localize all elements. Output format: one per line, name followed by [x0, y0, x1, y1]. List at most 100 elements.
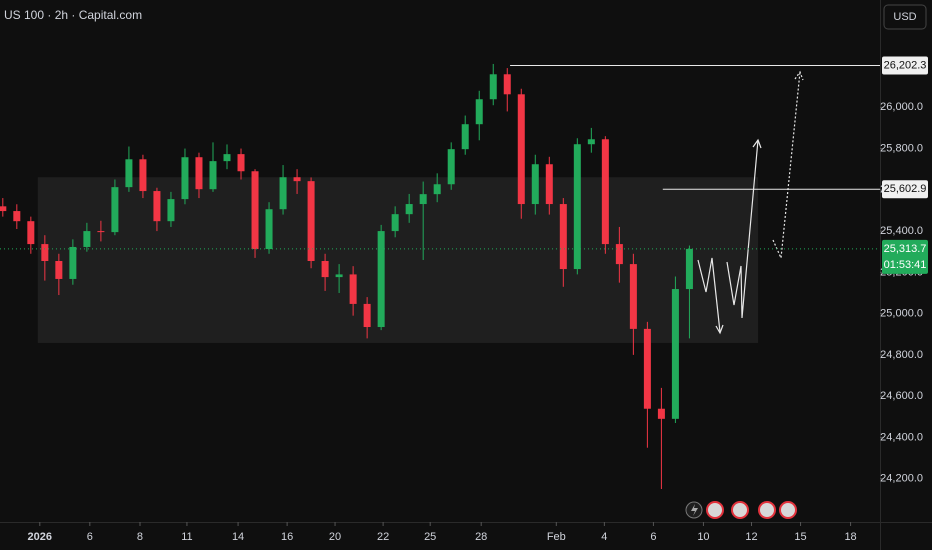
y-tick-label: 24,800.0 [880, 349, 923, 361]
candle-body [181, 157, 189, 200]
x-tick-label: 14 [232, 531, 244, 543]
event-icon[interactable] [758, 501, 776, 519]
x-tick-label: 6 [650, 531, 656, 543]
candle-body [335, 274, 343, 278]
arrow-head [715, 324, 724, 335]
candle-body [209, 161, 217, 190]
candle-body [629, 264, 637, 329]
candle-body [41, 244, 49, 261]
candle-body [391, 214, 399, 232]
candle-body [139, 159, 147, 192]
lightning-icon [691, 504, 698, 516]
candle-body [55, 261, 63, 279]
candle-body [0, 206, 7, 212]
candle-body [545, 164, 553, 205]
candle-body [489, 74, 497, 100]
candle-body [475, 99, 483, 125]
candle-body [167, 199, 175, 222]
candle-body [587, 139, 595, 145]
candle-body [307, 181, 315, 261]
last-price-label: 25,313.7 [884, 243, 927, 255]
x-tick-label: 28 [475, 531, 487, 543]
x-tick-label: 6 [87, 531, 93, 543]
candle-body [293, 177, 301, 182]
candle-body [601, 139, 609, 245]
candle-body [349, 274, 357, 304]
candle-body [517, 94, 525, 205]
projection-path [772, 71, 801, 261]
price-line-label: 25,602.9 [884, 183, 927, 195]
candle-layer [0, 63, 693, 489]
y-tick-label: 26,000.0 [880, 101, 923, 113]
candle-body [671, 289, 679, 419]
last-price-tag [882, 239, 928, 274]
y-tick-label: 25,400.0 [880, 225, 923, 237]
chart-title: US 100 · 2h · Capital.com [4, 8, 142, 22]
candle-body [419, 194, 427, 205]
currency-label: USD [893, 11, 916, 23]
event-icon[interactable] [731, 501, 749, 519]
x-tick-label: Feb [547, 531, 566, 543]
projection [697, 70, 804, 335]
candle-body [97, 231, 105, 233]
x-tick-label: 18 [844, 531, 856, 543]
candle-body [153, 191, 161, 222]
candle-body [125, 159, 133, 188]
x-tick-label: 15 [794, 531, 806, 543]
candle-body [237, 154, 245, 172]
y-tick-label: 24,600.0 [880, 390, 923, 402]
price-line-label: 26,202.3 [884, 59, 927, 71]
x-tick-label: 4 [601, 531, 607, 543]
candle-body [195, 157, 203, 190]
x-tick-label: 2026 [28, 531, 52, 543]
candle-body [251, 171, 259, 250]
candle-body [559, 204, 567, 270]
candle-body [685, 248, 693, 290]
candle-body [279, 177, 287, 210]
event-icons [685, 501, 797, 519]
candle-body [531, 164, 539, 205]
candle-body [615, 244, 623, 265]
candle-body [461, 124, 469, 150]
event-icon[interactable] [706, 501, 724, 519]
candle-body [643, 328, 651, 409]
candle-body [83, 231, 91, 247]
price-line-tag [882, 56, 928, 75]
x-tick-label: 20 [329, 531, 341, 543]
candle-body [111, 187, 119, 233]
candle-body [405, 204, 413, 215]
y-tick-label: 25,000.0 [880, 308, 923, 320]
candle-body [13, 211, 21, 222]
zone [37, 177, 759, 343]
event-icon[interactable] [779, 501, 797, 519]
candle-body [447, 149, 455, 185]
candle-body [433, 184, 441, 195]
candle-body [27, 221, 35, 245]
arrow-head [794, 70, 804, 81]
candle-body [377, 231, 385, 328]
price-line-tag [882, 180, 928, 199]
x-tick-label: 16 [281, 531, 293, 543]
y-tick-label: 25,800.0 [880, 142, 923, 154]
x-tick-label: 22 [377, 531, 389, 543]
candle-body [69, 246, 77, 279]
y-tick-label: 24,200.0 [880, 473, 923, 485]
zone-layer [37, 177, 759, 343]
candle-body [503, 74, 511, 95]
candle-body [657, 408, 665, 419]
candle-body [363, 303, 371, 328]
projection-path [726, 139, 759, 319]
candle-body [223, 154, 231, 162]
x-tick-label: 11 [181, 531, 192, 543]
currency-button[interactable] [883, 4, 927, 30]
arrow-head [752, 138, 762, 149]
x-tick-label: 10 [697, 531, 709, 543]
projection-path [697, 257, 721, 333]
x-tick-label: 12 [745, 531, 757, 543]
x-tick-label: 8 [137, 531, 143, 543]
y-tick-label: 24,400.0 [880, 431, 923, 443]
x-tick-label: 25 [424, 531, 436, 543]
